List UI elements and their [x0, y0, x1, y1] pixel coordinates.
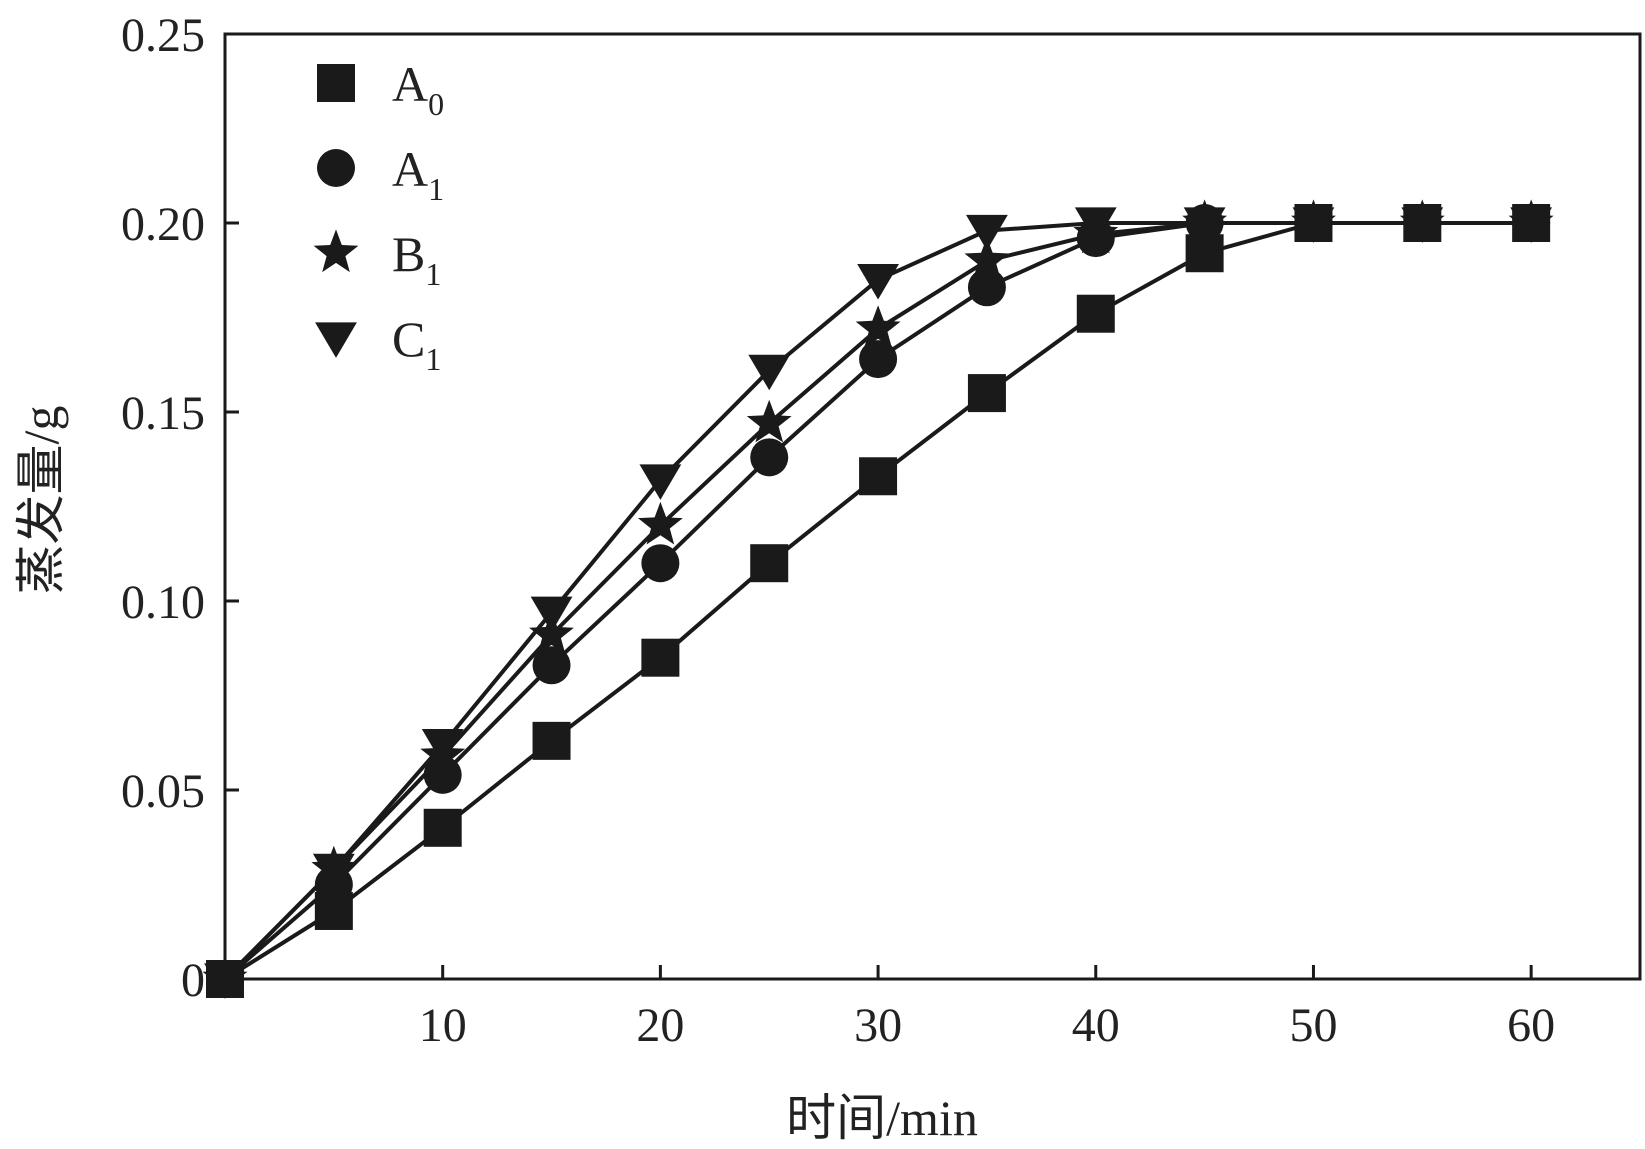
plot-frame: [223, 32, 1642, 981]
point-c1: [1510, 207, 1553, 243]
point-a1: [859, 340, 898, 379]
point-c1: [1183, 207, 1226, 243]
point-a1: [532, 646, 571, 685]
point-c1: [966, 214, 1008, 251]
x-axis: 10 20 30 40 50 60: [419, 965, 1555, 1052]
point-a1: [967, 268, 1006, 307]
legend-marker-a1: [317, 149, 355, 187]
legend: A0 A1 B1 C1: [313, 56, 444, 377]
point-b1: [964, 237, 1010, 280]
point-c1: [530, 596, 573, 633]
point-c1: [421, 728, 464, 765]
point-a0: [750, 544, 789, 583]
legend-marker-b1: [313, 229, 359, 273]
point-c1: [312, 853, 355, 890]
y-tick-label: 0.05: [121, 765, 205, 818]
legend-label-c1: C1: [392, 311, 441, 377]
legend-marker-a0: [317, 64, 355, 102]
x-tick-label: 60: [1507, 999, 1555, 1052]
point-c1: [1074, 207, 1117, 243]
x-tick-label: 40: [1072, 999, 1120, 1052]
point-b1: [855, 305, 901, 348]
legend-marker-c1: [315, 322, 357, 358]
x-axis-title: 时间/min: [786, 1090, 978, 1146]
point-a0: [1076, 294, 1115, 333]
y-tick-label: 0.10: [121, 576, 205, 629]
point-c1: [639, 464, 682, 500]
point-a1: [750, 438, 789, 477]
legend-label-b1: B1: [392, 226, 441, 292]
point-a0: [532, 721, 571, 760]
series-markers: [202, 199, 1554, 999]
point-b1: [746, 399, 792, 443]
point-a0: [641, 638, 680, 677]
point-c1: [1292, 207, 1335, 243]
y-tick-label: 0.15: [121, 387, 205, 440]
point-a0: [859, 457, 898, 496]
y-tick-label: 0: [181, 954, 205, 1007]
point-a1: [641, 544, 680, 583]
y-tick-label: 0.25: [121, 9, 205, 62]
point-c1: [1401, 207, 1444, 243]
x-tick-label: 10: [419, 999, 467, 1052]
x-tick-label: 50: [1289, 999, 1337, 1052]
point-c1: [204, 963, 246, 999]
y-tick-label: 0.20: [121, 198, 205, 251]
point-a0: [423, 808, 462, 847]
point-c1: [748, 354, 791, 391]
y-axis: 0 0.05 0.10 0.15 0.20 0.25: [121, 9, 239, 1007]
point-b1: [529, 611, 574, 655]
point-a0: [967, 374, 1006, 413]
x-tick-label: 30: [854, 999, 902, 1052]
point-b1: [638, 501, 683, 545]
x-tick-label: 20: [636, 999, 684, 1052]
point-c1: [857, 264, 899, 300]
legend-label-a1: A1: [392, 141, 444, 207]
y-axis-title: 蒸发量/g: [13, 406, 69, 595]
legend-label-a0: A0: [392, 56, 444, 122]
